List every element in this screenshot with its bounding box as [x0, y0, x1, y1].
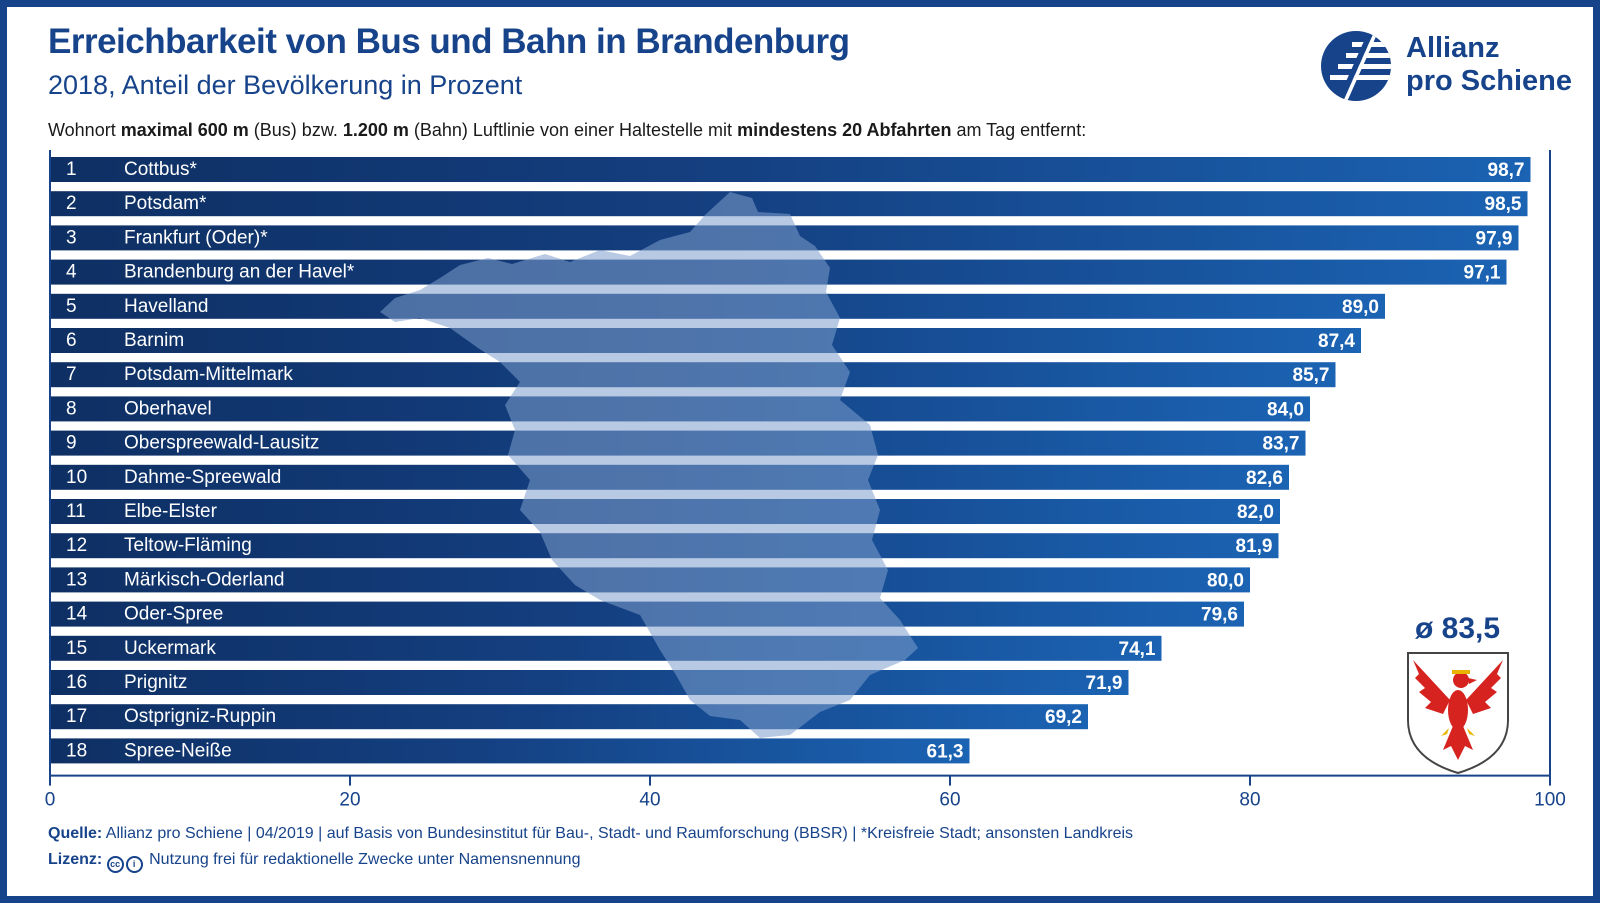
brandenburg-map-silhouette: [380, 192, 918, 738]
bar: [50, 157, 1531, 182]
value-label: 89,0: [1342, 297, 1379, 318]
category-label: Dahme-Spreewald: [124, 467, 281, 488]
category-label: Teltow-Fläming: [124, 535, 252, 556]
source-line: Quelle: Allianz pro Schiene | 04/2019 | …: [48, 825, 1133, 843]
category-label: Uckermark: [124, 638, 216, 659]
value-label: 71,9: [1086, 673, 1123, 694]
rank-label: 17: [66, 706, 87, 727]
rank-label: 12: [66, 535, 87, 556]
rank-label: 16: [66, 672, 87, 693]
note-part-bold: maximal 600 m: [120, 120, 249, 140]
category-label: Oberspreewald-Lausitz: [124, 433, 319, 454]
license-label: Lizenz:: [48, 851, 103, 868]
category-label: Elbe-Elster: [124, 501, 218, 522]
category-label: Havelland: [124, 296, 209, 317]
value-label: 74,1: [1119, 639, 1156, 660]
value-label: 81,9: [1236, 536, 1273, 557]
category-label: Oberhavel: [124, 398, 212, 419]
logo-line2: pro Schiene: [1406, 65, 1572, 97]
rank-label: 3: [66, 227, 77, 248]
category-label: Brandenburg an der Havel*: [124, 262, 355, 283]
x-tick-label: 100: [1534, 790, 1566, 811]
value-label: 83,7: [1263, 434, 1300, 455]
category-label: Spree-Neiße: [124, 740, 232, 761]
x-tick-label: 20: [339, 790, 360, 811]
rank-label: 14: [66, 604, 88, 625]
category-label: Potsdam-Mittelmark: [124, 364, 293, 385]
logo-rail-icon: [1321, 31, 1391, 101]
value-label: 84,0: [1267, 399, 1304, 420]
rank-label: 8: [66, 398, 77, 419]
category-label: Prignitz: [124, 672, 187, 693]
by-attribution-icon: i: [125, 856, 143, 873]
average-label: ø 83,5: [1415, 612, 1501, 645]
category-label: Oder-Spree: [124, 604, 223, 625]
category-label: Potsdam*: [124, 193, 207, 214]
rank-label: 2: [66, 193, 77, 214]
source-label: Quelle:: [48, 825, 103, 842]
value-label: 97,1: [1464, 263, 1501, 284]
note-part: (Bahn) Luftlinie von einer Haltestelle m…: [408, 120, 738, 140]
rank-label: 4: [66, 262, 77, 283]
x-tick-label: 80: [1239, 790, 1260, 811]
x-axis: 0 20 40 60 80 100: [45, 150, 1566, 811]
category-label: Ostprigniz-Ruppin: [124, 706, 276, 727]
bar: [50, 670, 1129, 695]
value-label: 69,2: [1045, 707, 1082, 728]
value-label: 87,4: [1318, 331, 1355, 352]
chart-subtitle: 2018, Anteil der Bevölkerung in Prozent: [48, 70, 523, 100]
note-part: (Bus) bzw.: [248, 120, 343, 140]
value-label: 82,6: [1246, 468, 1283, 489]
rank-label: 9: [66, 433, 77, 454]
value-label: 85,7: [1293, 365, 1330, 386]
labels-layer: 1 Cottbus* 98,7 2 Potsdam* 98,5 3 Frankfurt (Od…: [66, 159, 1525, 762]
category-label: Barnim: [124, 330, 184, 351]
bar: [50, 738, 970, 764]
chart-note: Wohnort maximal 600 m (Bus) bzw. 1.200 m…: [48, 120, 1086, 141]
rank-label: 11: [66, 501, 86, 522]
note-part: am Tag entfernt:: [951, 120, 1087, 140]
bar: [50, 635, 1162, 661]
value-label: 79,6: [1201, 605, 1238, 626]
note-part-bold: 1.200 m: [342, 120, 409, 140]
bar: [50, 191, 1528, 217]
value-label: 80,0: [1207, 570, 1244, 591]
value-label: 61,3: [927, 741, 964, 762]
category-label: Frankfurt (Oder)*: [124, 227, 268, 248]
category-label: Märkisch-Oderland: [124, 569, 285, 590]
logo-line1: Allianz: [1406, 32, 1500, 64]
rank-label: 1: [66, 159, 77, 180]
rank-label: 5: [66, 296, 77, 317]
rank-label: 7: [66, 364, 77, 385]
rank-label: 13: [66, 569, 87, 590]
allianz-pro-schiene-logo: Allianz pro Schiene: [1318, 28, 1588, 108]
category-label: Cottbus*: [124, 159, 197, 180]
x-tick-label: 60: [939, 790, 960, 811]
bar: [50, 704, 1088, 730]
chart-title: Erreichbarkeit von Bus und Bahn in Brand…: [48, 22, 850, 61]
value-label: 82,0: [1237, 502, 1274, 523]
x-tick-label: 0: [45, 790, 56, 811]
license-line: Lizenz: cc i Nutzung frei für redaktionel…: [48, 851, 580, 873]
x-tick-label: 40: [639, 790, 660, 811]
value-label: 98,5: [1485, 194, 1522, 215]
logo-wordmark: Allianz pro Schiene: [1406, 32, 1572, 98]
note-part-bold: mindestens 20 Abfahrten: [737, 120, 952, 140]
value-label: 97,9: [1476, 228, 1513, 249]
brandenburg-eagle-coat-of-arms: [1407, 652, 1509, 775]
cc-icon: cc: [106, 856, 124, 873]
rank-label: 15: [66, 638, 87, 659]
note-part: Wohnort: [48, 120, 121, 140]
rank-label: 10: [66, 467, 87, 488]
rank-label: 18: [66, 740, 87, 761]
source-text: Allianz pro Schiene | 04/2019 | auf Basi…: [102, 825, 1134, 842]
value-label: 98,7: [1488, 160, 1525, 181]
license-text: Nutzung frei für redaktionelle Zwecke un…: [149, 851, 581, 868]
rank-label: 6: [66, 330, 77, 351]
